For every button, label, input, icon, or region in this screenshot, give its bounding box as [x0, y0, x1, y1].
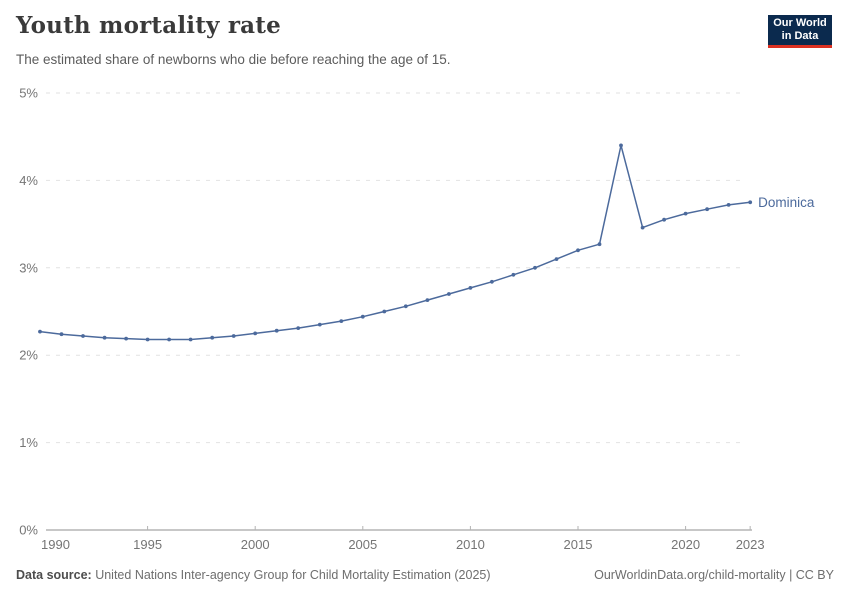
- y-tick-label: 4%: [19, 173, 38, 188]
- data-source-text: United Nations Inter-agency Group for Ch…: [91, 568, 491, 582]
- data-point[interactable]: [468, 286, 473, 290]
- x-axis: 1990 1995 2000 2005 2010 2015 2020 2023: [41, 526, 765, 552]
- y-tick-label: 3%: [19, 260, 38, 275]
- data-point[interactable]: [360, 314, 365, 319]
- data-point[interactable]: [447, 292, 451, 296]
- x-tick-label: 2010: [456, 537, 485, 552]
- data-source-label: Data source:: [16, 568, 92, 582]
- data-point[interactable]: [662, 217, 666, 222]
- data-point[interactable]: [231, 334, 236, 338]
- owid-logo[interactable]: Our World in Data: [768, 15, 832, 48]
- data-point[interactable]: [145, 337, 150, 342]
- y-tick-label: 1%: [19, 435, 38, 450]
- data-point[interactable]: [167, 337, 172, 342]
- data-point[interactable]: [124, 336, 128, 341]
- data-point[interactable]: [533, 265, 537, 270]
- data-point[interactable]: [296, 326, 301, 330]
- data-point[interactable]: [339, 319, 344, 323]
- x-tick-label: 2005: [348, 537, 377, 552]
- data-point[interactable]: [81, 334, 85, 338]
- data-point[interactable]: [554, 257, 559, 261]
- x-tick-label: 2000: [241, 537, 270, 552]
- data-point[interactable]: [425, 298, 430, 302]
- data-source-note: Data source: United Nations Inter-agency…: [16, 568, 491, 582]
- x-tick-label: 2020: [671, 537, 700, 552]
- gridlines: 0% 1% 2% 3% 4% 5%: [19, 86, 752, 538]
- data-point[interactable]: [726, 203, 731, 207]
- line-chart-canvas[interactable]: 0% 1% 2% 3% 4% 5% 1990 1995 2000 2005 2010 2015 2020…: [0, 0, 850, 560]
- data-point[interactable]: [748, 200, 753, 205]
- x-tick-label: 1990: [41, 537, 70, 552]
- y-tick-label: 5%: [19, 86, 38, 101]
- data-point[interactable]: [210, 335, 215, 340]
- data-point[interactable]: [619, 143, 623, 148]
- attribution-note: OurWorldinData.org/child-mortality | CC …: [594, 568, 834, 582]
- chart-subtitle: The estimated share of newborns who die …: [16, 52, 451, 67]
- data-point[interactable]: [382, 309, 387, 314]
- x-tick-label: 2023: [736, 537, 765, 552]
- series-label-dominica[interactable]: Dominica: [758, 195, 815, 210]
- data-point[interactable]: [59, 332, 64, 337]
- chart-title: Youth mortality rate: [16, 12, 281, 39]
- data-point[interactable]: [403, 304, 408, 309]
- data-point[interactable]: [253, 331, 258, 336]
- data-point[interactable]: [102, 335, 107, 340]
- data-point[interactable]: [705, 207, 709, 212]
- data-point[interactable]: [511, 272, 516, 277]
- y-tick-label: 0%: [19, 523, 38, 538]
- data-point[interactable]: [683, 211, 688, 216]
- x-tick-label: 2015: [564, 537, 593, 552]
- data-point[interactable]: [38, 329, 42, 334]
- data-point[interactable]: [188, 337, 193, 342]
- data-point[interactable]: [317, 322, 322, 327]
- data-point[interactable]: [576, 248, 580, 253]
- data-point[interactable]: [274, 328, 279, 333]
- data-point[interactable]: [640, 225, 645, 230]
- owid-logo-line1: Our World: [773, 17, 827, 29]
- x-tick-label: 1995: [133, 537, 162, 552]
- y-tick-label: 2%: [19, 348, 38, 363]
- series-line[interactable]: [39, 144, 751, 341]
- data-point[interactable]: [597, 242, 602, 247]
- data-point[interactable]: [490, 279, 494, 284]
- chart-footer: Data source: United Nations Inter-agency…: [16, 568, 834, 582]
- owid-logo-line2: in Data: [781, 30, 819, 42]
- series-dominica[interactable]: Dominica: [38, 143, 815, 342]
